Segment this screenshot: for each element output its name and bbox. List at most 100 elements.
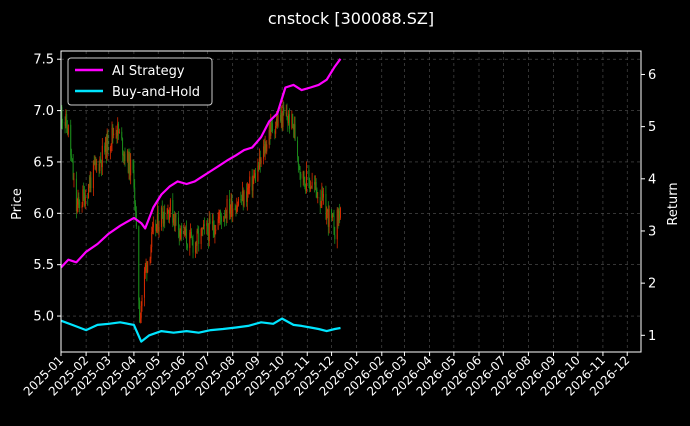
- price-candle-body: [83, 189, 85, 193]
- price-candle-body: [338, 211, 340, 221]
- price-candle-body: [212, 221, 214, 229]
- price-candle-body: [145, 263, 147, 267]
- price-candle-body: [88, 184, 90, 188]
- price-candle-body: [101, 145, 103, 168]
- price-candle-body: [305, 169, 307, 191]
- price-candle-body: [169, 211, 171, 220]
- right-y-axis: 1 2 3 4 5 6: [641, 68, 656, 344]
- price-candle-body: [126, 150, 128, 162]
- price-candle-body: [96, 164, 98, 165]
- price-candle-body: [65, 114, 67, 126]
- price-candle-body: [151, 232, 153, 247]
- left-tick-label: 5.0: [33, 310, 54, 325]
- price-candle-body: [109, 147, 111, 152]
- price-candle-body: [287, 119, 289, 124]
- price-candle-body: [191, 237, 193, 240]
- price-candle-body: [192, 239, 194, 253]
- price-candle-body: [274, 130, 276, 134]
- price-candle-body: [241, 190, 243, 201]
- price-candle-body: [207, 223, 209, 232]
- ai-strategy-line: [60, 58, 342, 269]
- price-candle-body: [196, 230, 198, 246]
- price-candle-body: [299, 166, 301, 174]
- price-candle-body: [75, 178, 77, 212]
- price-candle-body: [206, 223, 208, 226]
- price-candle-body: [282, 107, 284, 127]
- price-candle-body: [236, 206, 238, 213]
- price-candle-body: [260, 158, 262, 164]
- price-candle-body: [143, 271, 145, 298]
- price-candle-body: [64, 122, 66, 126]
- price-candle-body: [62, 121, 64, 123]
- price-candle-body: [214, 231, 216, 236]
- price-candle-body: [229, 209, 231, 214]
- price-candle-body: [181, 225, 183, 235]
- price-candle-body: [254, 173, 256, 182]
- price-candle-body: [258, 156, 260, 170]
- price-candle-body: [162, 218, 164, 224]
- price-candle-body: [144, 266, 146, 272]
- price-candle-body: [246, 191, 248, 202]
- price-candle-body: [178, 230, 180, 237]
- price-candle-body: [316, 189, 318, 198]
- price-candle-body: [130, 159, 132, 176]
- price-candle-body: [224, 213, 226, 218]
- price-candle-body: [232, 208, 234, 217]
- price-candle-body: [237, 199, 239, 206]
- price-candle-body: [220, 216, 222, 222]
- price-candle-body: [331, 209, 333, 218]
- price-candle-body: [147, 261, 149, 273]
- price-candle-body: [133, 169, 135, 188]
- price-candle-body: [259, 156, 261, 164]
- price-candle-body: [331, 214, 333, 218]
- price-candle-body: [321, 190, 323, 206]
- price-candle-body: [180, 225, 182, 231]
- price-candle-body: [122, 138, 124, 156]
- price-candle-body: [228, 198, 230, 214]
- price-candle-body: [257, 165, 259, 182]
- price-candle-body: [322, 190, 324, 198]
- left-tick-label: 6.5: [33, 155, 54, 170]
- price-candle-body: [66, 127, 68, 135]
- price-candle-body: [112, 127, 114, 136]
- left-y-axis: 5.0 5.5 6.0 6.5 7.0 7.5: [33, 53, 61, 325]
- price-candle-body: [105, 137, 107, 158]
- return-series: [60, 58, 342, 343]
- price-candle-body: [67, 124, 69, 135]
- price-candle-body: [152, 223, 154, 228]
- price-candle-body: [230, 198, 232, 210]
- price-candle-body: [258, 165, 260, 170]
- price-candle-body: [226, 198, 228, 219]
- right-tick-label: 5: [648, 120, 656, 135]
- price-candle-body: [201, 227, 203, 229]
- price-candle-body: [115, 133, 117, 135]
- price-candle-body: [194, 242, 196, 253]
- price-candle-body: [211, 221, 213, 224]
- price-candle-body: [247, 187, 249, 190]
- right-axis-label: Return: [666, 182, 681, 225]
- price-candle-body: [160, 207, 162, 227]
- price-candle-body: [124, 153, 126, 162]
- left-tick-label: 7.0: [33, 104, 54, 119]
- price-candle-body: [186, 229, 188, 245]
- price-candle-body: [71, 158, 73, 163]
- price-candle-body: [297, 156, 299, 165]
- price-candle-body: [275, 125, 277, 134]
- price-candle-body: [173, 218, 175, 223]
- price-candle-body: [116, 133, 118, 136]
- right-tick-label: 2: [648, 277, 656, 292]
- price-candle-body: [71, 155, 73, 159]
- price-candle-body: [135, 202, 137, 212]
- price-candle-body: [90, 177, 92, 189]
- price-candle-body: [158, 226, 160, 232]
- price-candle-body: [185, 229, 187, 236]
- price-candle-body: [283, 107, 285, 114]
- price-candle-body: [265, 144, 267, 152]
- price-candle-body: [76, 204, 78, 212]
- price-candle-body: [271, 121, 273, 124]
- price-candle-body: [217, 218, 219, 230]
- price-candle-body: [83, 192, 85, 206]
- price-candle-body: [243, 191, 245, 206]
- price-candle-body: [157, 212, 159, 232]
- price-candle-body: [95, 161, 97, 165]
